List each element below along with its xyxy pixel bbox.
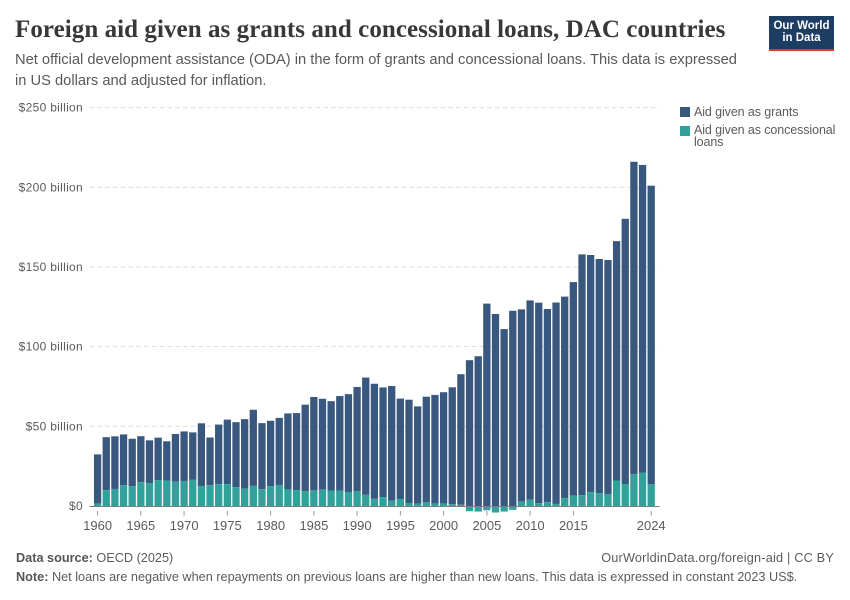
svg-text:1990: 1990	[343, 518, 372, 533]
svg-text:1970: 1970	[170, 518, 199, 533]
svg-text:$250 billion: $250 billion	[19, 101, 83, 115]
svg-text:1960: 1960	[83, 518, 112, 533]
svg-text:1995: 1995	[386, 518, 415, 533]
svg-text:1965: 1965	[126, 518, 155, 533]
svg-text:1985: 1985	[299, 518, 328, 533]
svg-text:$100 billion: $100 billion	[19, 340, 83, 354]
svg-text:2024: 2024	[637, 518, 666, 533]
svg-text:2010: 2010	[516, 518, 545, 533]
svg-text:$50 billion: $50 billion	[26, 419, 83, 433]
svg-text:1975: 1975	[213, 518, 242, 533]
svg-text:1980: 1980	[256, 518, 285, 533]
svg-text:2005: 2005	[472, 518, 501, 533]
svg-text:$200 billion: $200 billion	[19, 180, 83, 194]
svg-text:2000: 2000	[429, 518, 458, 533]
svg-text:2015: 2015	[559, 518, 588, 533]
svg-text:$150 billion: $150 billion	[19, 260, 83, 274]
svg-text:$0: $0	[69, 499, 83, 513]
